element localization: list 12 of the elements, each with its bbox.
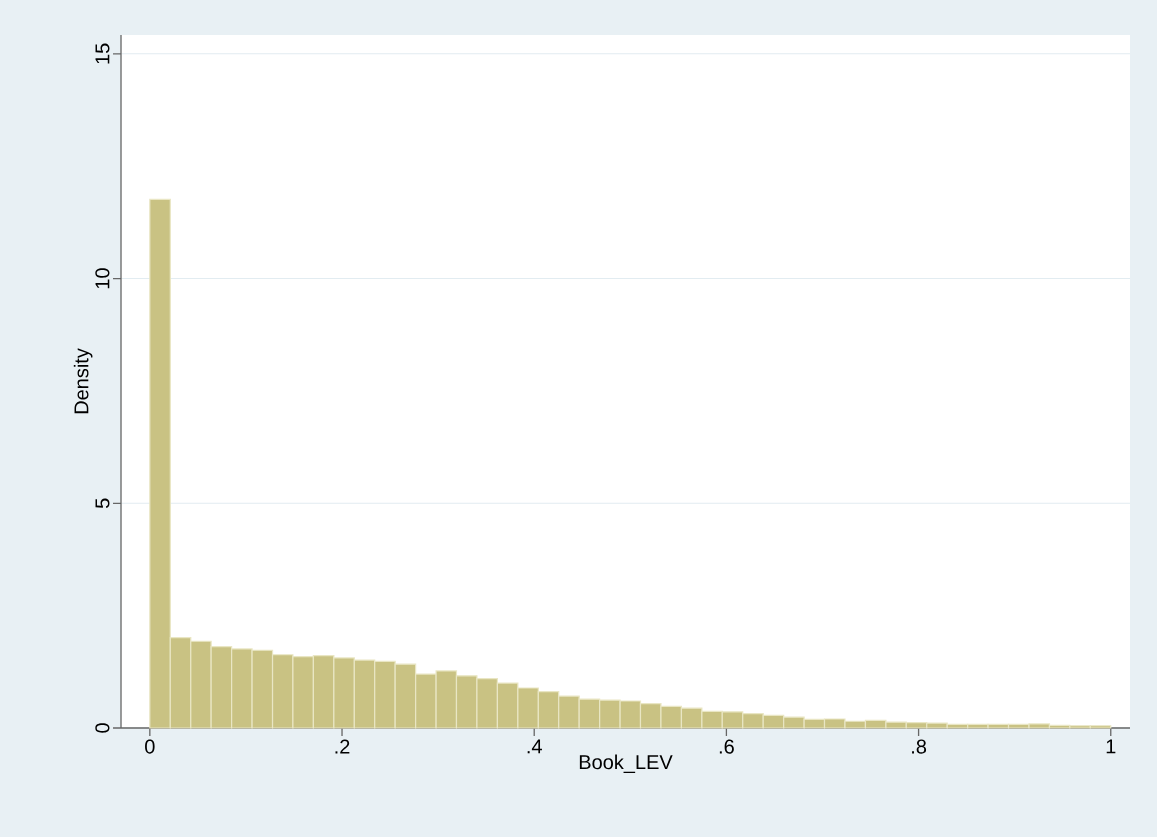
x-tick-label: .4 <box>527 739 542 754</box>
y-tick-label: 0 <box>95 723 110 733</box>
x-axis-title: Book_LEV <box>579 754 673 773</box>
x-tick-label: 1 <box>1106 739 1116 754</box>
x-tick-label: 0 <box>145 739 155 754</box>
y-tick-label: 5 <box>95 498 110 509</box>
y-tick-label: 15 <box>95 43 110 64</box>
x-tick-label: .6 <box>719 739 734 754</box>
y-tick-label: 10 <box>95 268 110 289</box>
x-tick-label: .2 <box>335 739 350 754</box>
x-tick-label: .8 <box>912 739 927 754</box>
y-axis-title: Density <box>73 348 93 414</box>
